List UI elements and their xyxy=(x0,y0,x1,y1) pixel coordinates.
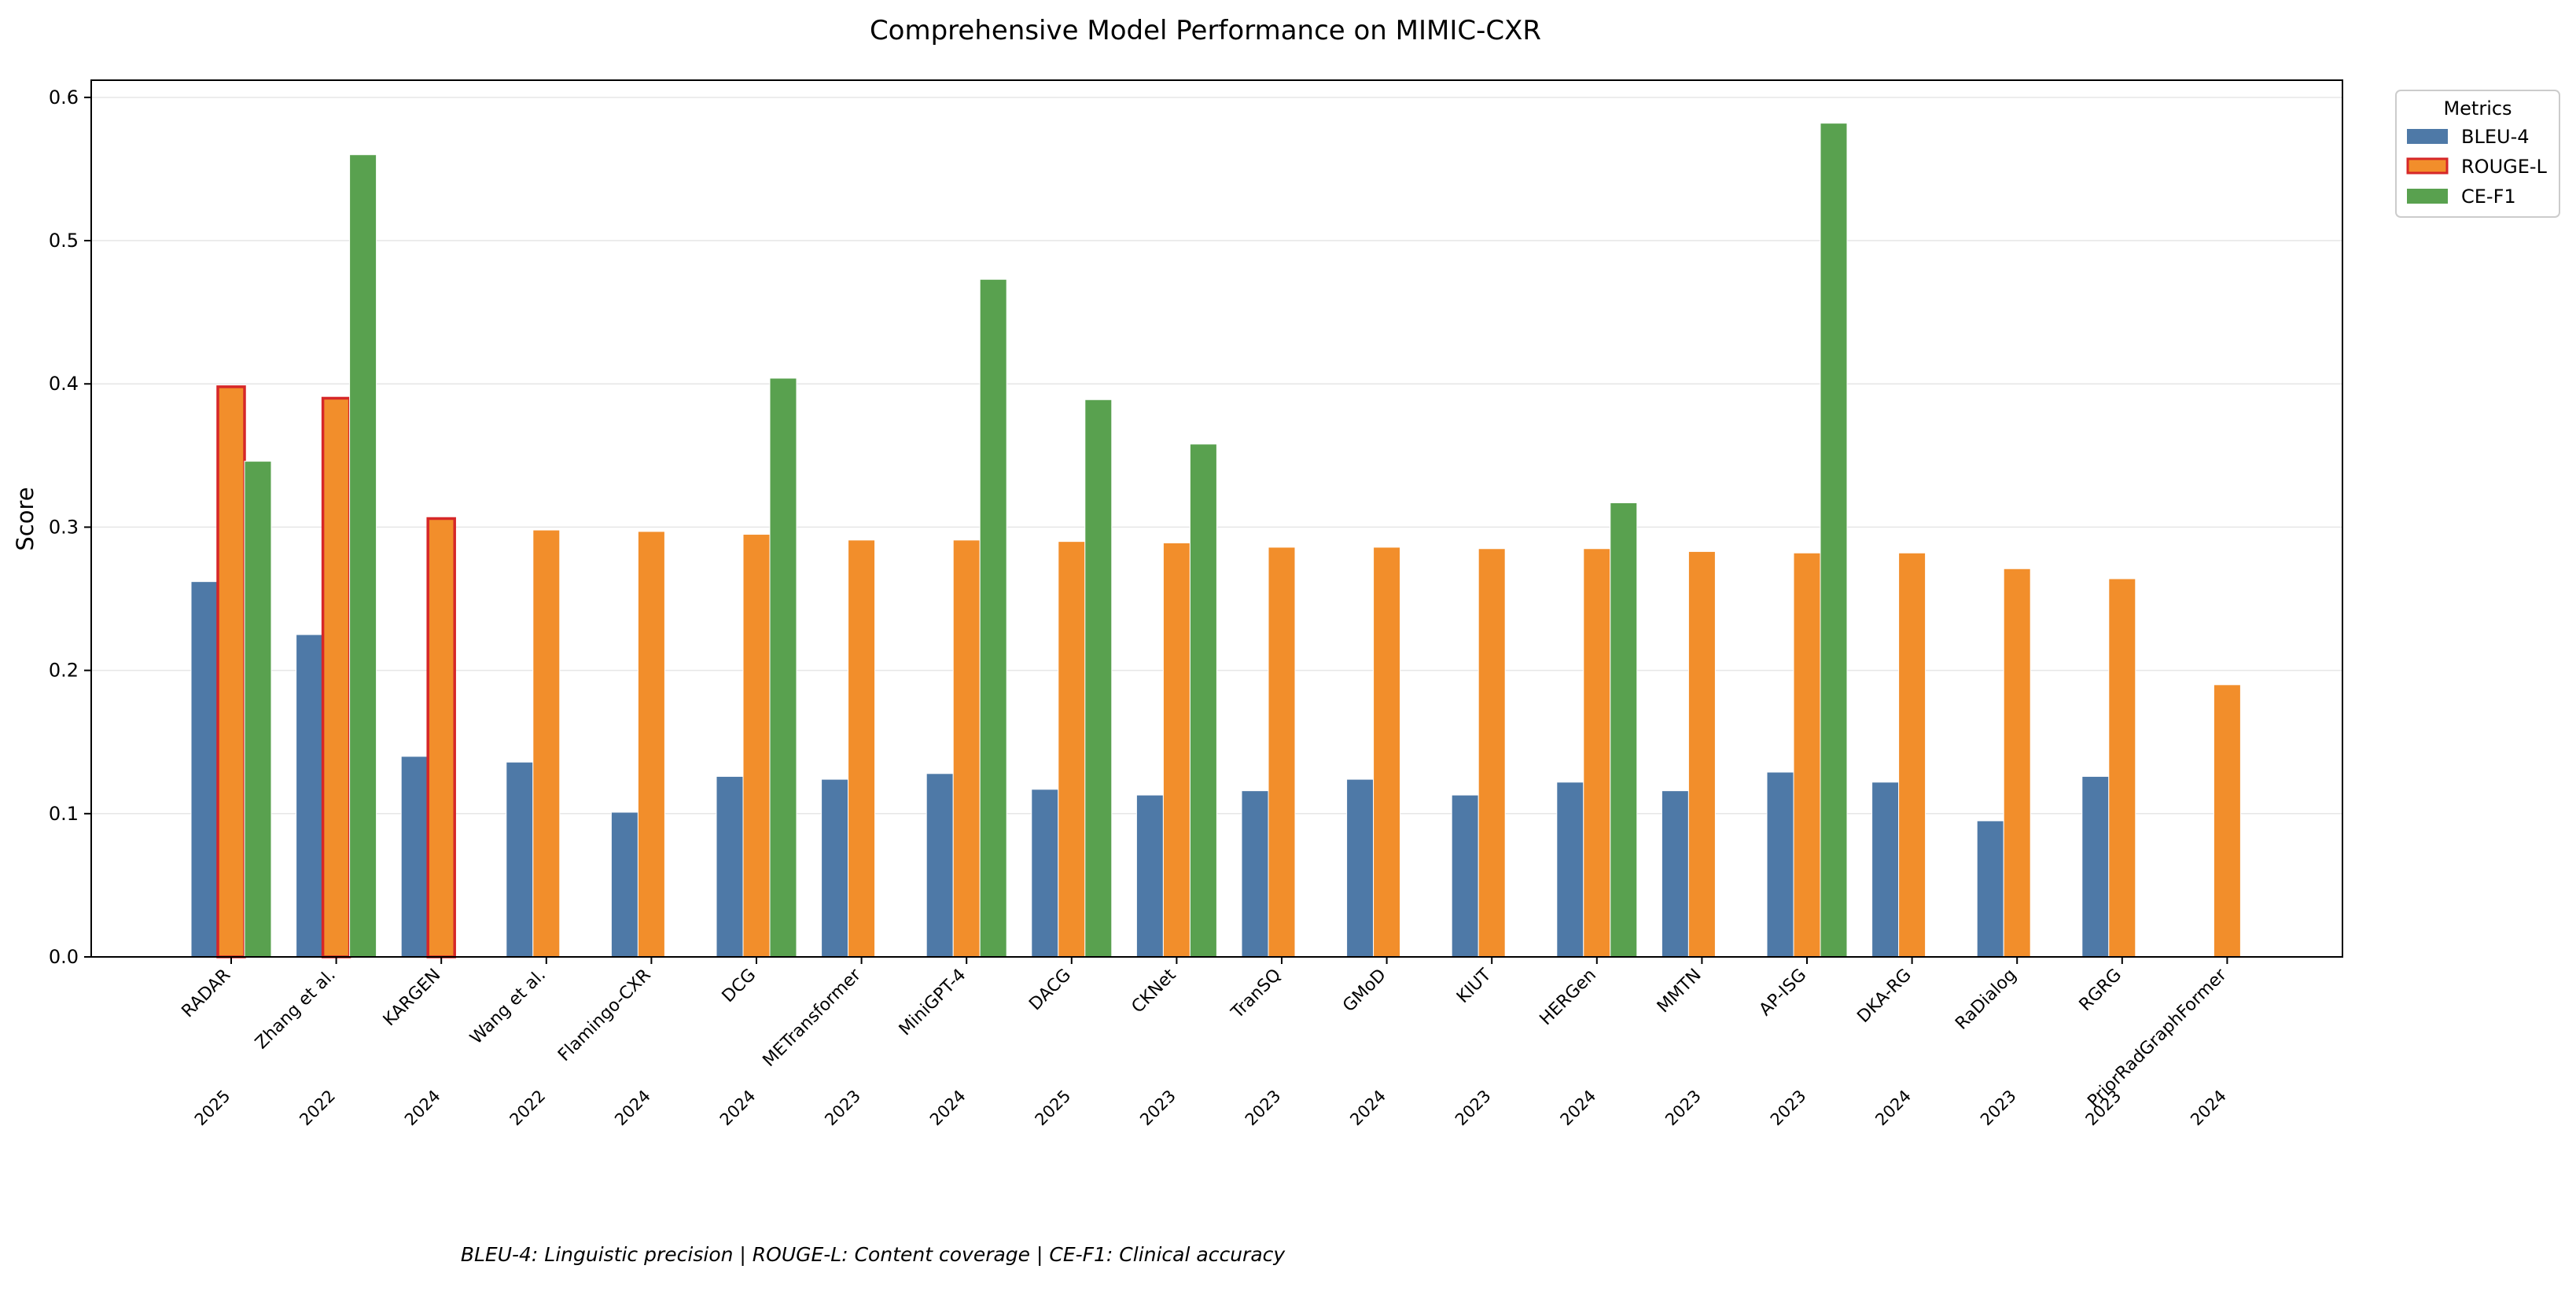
bar-ce-f1-cknet xyxy=(1189,443,1217,958)
bar-rouge-l-radialog xyxy=(2003,568,2031,958)
bar-rouge-l-dka-rg xyxy=(1898,552,1926,958)
bar-rouge-l-kiut xyxy=(1478,548,1506,958)
legend-label-rougel: ROUGE-L xyxy=(2461,156,2548,178)
bar-rouge-l-wang-et-al xyxy=(532,529,561,958)
y-tick-label: 0.1 xyxy=(49,803,79,825)
bar-rouge-l-flamingo-cxr xyxy=(637,531,665,958)
legend-label-bleu4: BLEU-4 xyxy=(2461,126,2530,148)
bar-bleu-4-gmod xyxy=(1346,778,1374,958)
legend-swatch-rougel xyxy=(2406,157,2449,175)
bar-ce-f1-minigpt-4 xyxy=(979,278,1007,958)
bar-rouge-l-ap-isg xyxy=(1793,552,1821,958)
bar-bleu-4-zhang-et-al xyxy=(296,634,324,958)
bar-ce-f1-hergen xyxy=(1610,502,1638,958)
y-tick-label: 0.2 xyxy=(49,660,79,682)
legend: Metrics BLEU-4 ROUGE-L CE-F1 xyxy=(2395,90,2560,218)
bar-ce-f1-dcg xyxy=(769,377,797,958)
bar-bleu-4-dacg xyxy=(1031,789,1059,958)
bar-bleu-4-metransformer xyxy=(821,778,849,958)
y-axis: 0.0 0.1 0.2 0.3 0.4 0.5 0.6 xyxy=(49,86,91,968)
bar-rouge-l-transq xyxy=(1268,546,1296,958)
y-axis-label: Score xyxy=(12,487,39,550)
bar-bleu-4-dka-rg xyxy=(1871,782,1900,958)
y-tick-label: 0.0 xyxy=(49,946,79,968)
bar-ce-f1-zhang-et-al xyxy=(349,154,377,958)
bar-bleu-4-radialog xyxy=(1976,820,2004,958)
y-tick-label: 0.6 xyxy=(49,86,79,109)
bar-rouge-l-zhang-et-al xyxy=(321,396,351,958)
legend-label-cef1: CE-F1 xyxy=(2461,186,2516,208)
bar-rouge-l-mmtn xyxy=(1687,550,1716,958)
bar-bleu-4-cknet xyxy=(1135,794,1164,958)
legend-swatch-bleu4 xyxy=(2407,129,2448,144)
bar-ce-f1-dacg xyxy=(1084,399,1113,958)
legend-box xyxy=(2395,90,2560,218)
bar-bleu-4-hergen xyxy=(1556,782,1584,958)
y-tick-label: 0.3 xyxy=(49,516,79,538)
footnote: BLEU-4: Linguistic precision | ROUGE-L: … xyxy=(461,1243,1286,1266)
bar-bleu-4-transq xyxy=(1241,790,1269,958)
legend-title: Metrics xyxy=(2443,97,2512,120)
bar-ce-f1-ap-isg xyxy=(1820,123,1848,958)
bar-bleu-4-mmtn xyxy=(1661,790,1689,958)
legend-swatch-cef1 xyxy=(2407,189,2448,204)
bar-rouge-l-radar xyxy=(216,385,246,958)
bar-rouge-l-cknet xyxy=(1162,542,1190,958)
bar-rouge-l-kargen xyxy=(426,517,456,958)
bar-bleu-4-kargen xyxy=(400,756,429,958)
y-tick-label: 0.5 xyxy=(49,230,79,252)
bar-rouge-l-rgrg xyxy=(2108,578,2136,958)
bar-rouge-l-gmod xyxy=(1373,546,1401,958)
bar-rouge-l-dcg xyxy=(742,534,771,958)
bar-rouge-l-hergen xyxy=(1583,548,1611,958)
bar-bleu-4-rgrg xyxy=(2081,775,2110,958)
bar-bleu-4-minigpt-4 xyxy=(926,773,954,958)
bar-bleu-4-kiut xyxy=(1451,794,1479,958)
bar-ce-f1-radar xyxy=(244,461,272,958)
bar-bleu-4-ap-isg xyxy=(1766,771,1794,958)
plot-frame xyxy=(90,79,2343,958)
bar-rouge-l-minigpt-4 xyxy=(952,539,981,958)
y-tick-label: 0.4 xyxy=(49,373,79,395)
bar-bleu-4-radar xyxy=(190,581,219,958)
bar-rouge-l-metransformer xyxy=(848,539,876,958)
chart-title: Comprehensive Model Performance on MIMIC… xyxy=(870,15,1541,46)
bar-rouge-l-dacg xyxy=(1058,541,1086,958)
bar-bleu-4-wang-et-al xyxy=(506,761,534,958)
bar-bleu-4-flamingo-cxr xyxy=(610,811,638,958)
bar-bleu-4-dcg xyxy=(716,775,744,958)
bar-rouge-l-priorradgraphformer xyxy=(2213,684,2241,958)
